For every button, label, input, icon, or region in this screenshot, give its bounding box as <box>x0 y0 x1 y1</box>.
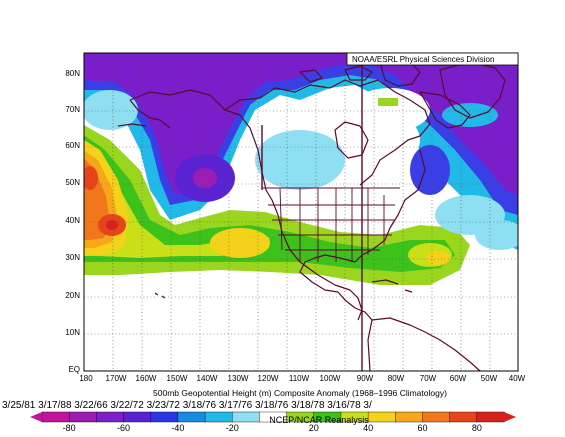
colorbar <box>30 411 516 423</box>
colorbar-swatch <box>395 411 424 423</box>
lon-label: 80W <box>388 374 405 383</box>
state-borders <box>262 187 400 262</box>
lat-label: 50N <box>65 178 80 187</box>
lon-label: 140W <box>197 374 218 383</box>
lon-label: 70W <box>420 374 437 383</box>
colorbar-left-arrow <box>30 412 42 422</box>
colorbar-swatch <box>476 411 505 423</box>
colorbar-right-arrow <box>504 412 516 422</box>
colorbar-swatch <box>123 411 152 423</box>
colorbar-swatch <box>367 411 396 423</box>
colorbar-swatch <box>232 411 261 423</box>
lat-label: 30N <box>65 253 80 262</box>
lat-label: 60N <box>65 141 80 150</box>
lon-label: 180 <box>79 374 93 383</box>
lon-label: 60W <box>450 374 467 383</box>
colorbar-swatch <box>204 411 233 423</box>
lon-label: 150W <box>167 374 188 383</box>
composite-dates: 3/25/81 3/17/88 3/22/66 3/22/72 3/23/72 … <box>2 400 372 411</box>
lat-label: 70N <box>65 105 80 114</box>
lon-label: 110W <box>289 374 310 383</box>
lon-label: 170W <box>106 374 127 383</box>
colorbar-ticks: -80 -60 -40 -20 20 40 60 80 <box>63 423 482 433</box>
colorbar-swatch <box>68 411 98 423</box>
colorbar-swatch <box>177 411 206 423</box>
latitude-labels: 80N 70N 60N 50N 40N 30N 20N 10N EQ <box>65 69 80 374</box>
source-label: NCEP/NCAR Reanalysis <box>269 415 369 425</box>
colorbar-swatch <box>422 411 451 423</box>
colorbar-tick-label: 40 <box>363 423 373 433</box>
lat-label: 10N <box>65 328 80 337</box>
colorbar-swatch <box>150 411 179 423</box>
lon-label: 130W <box>228 374 249 383</box>
longitude-labels: 180 170W 160W 150W 140W 130W 120W 110W 1… <box>79 374 525 383</box>
colorbar-tick-label: 80 <box>472 423 482 433</box>
lat-label: 20N <box>65 291 80 300</box>
colorbar-tick-label: -80 <box>63 423 76 433</box>
lon-label: 40W <box>509 374 526 383</box>
credit-box: NOAA/ESRL Physical Sciences Division <box>346 52 519 66</box>
colorbar-tick-label: -60 <box>117 423 130 433</box>
lat-label: 40N <box>65 216 80 225</box>
colorbar-tick-label: -20 <box>226 423 239 433</box>
lon-label: 120W <box>258 374 279 383</box>
map-caption: 500mb Geopotential Height (m) Composite … <box>153 388 447 398</box>
plot-area <box>84 53 518 371</box>
colorbar-tick-label: 60 <box>417 423 427 433</box>
plot-border <box>83 52 519 372</box>
credit-text: NOAA/ESRL Physical Sciences Division <box>352 55 494 64</box>
colorbar-swatch <box>96 411 125 423</box>
gridlines <box>84 53 518 371</box>
lat-label: EQ <box>68 365 80 374</box>
colorbar-swatch <box>41 411 70 423</box>
lon-label: 160W <box>136 374 157 383</box>
lon-label: 100W <box>320 374 341 383</box>
lon-label: 50W <box>481 374 498 383</box>
colorbar-tick-label: 20 <box>309 423 319 433</box>
lat-label: 80N <box>65 69 80 78</box>
colorbar-tick-label: -40 <box>171 423 184 433</box>
lon-label: 90W <box>357 374 374 383</box>
colorbar-swatch <box>449 411 478 423</box>
